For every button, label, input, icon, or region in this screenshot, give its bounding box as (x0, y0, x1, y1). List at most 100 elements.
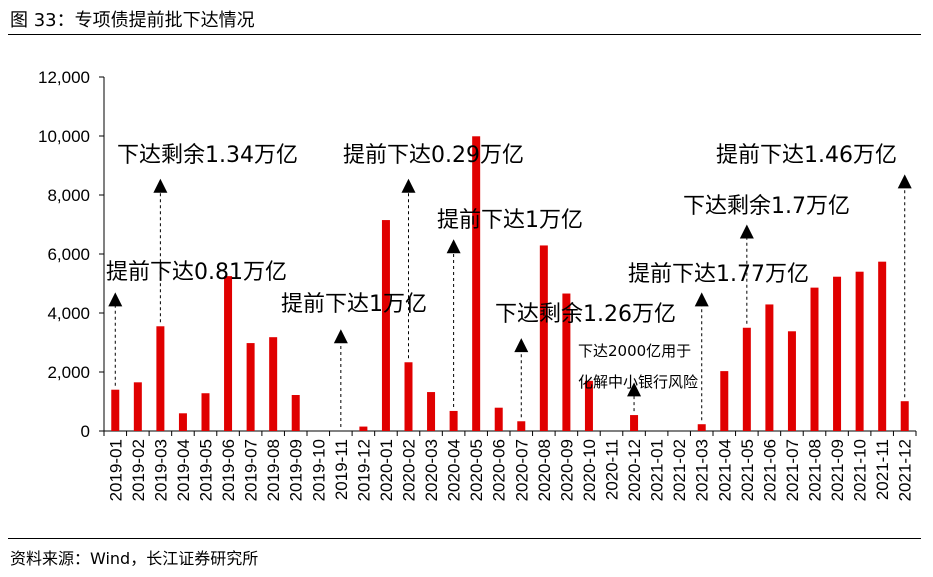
x-tick-label: 2021-08 (806, 439, 825, 501)
bar (427, 392, 436, 431)
x-tick-label: 2020-06 (490, 439, 509, 501)
x-tick-label: 2019-02 (129, 439, 148, 501)
x-tick-label: 2020-01 (377, 439, 396, 501)
annotation-arrowhead (333, 329, 348, 344)
bar (855, 271, 864, 431)
x-tick-label: 2021-03 (693, 439, 712, 501)
annotation-arrowhead (514, 338, 529, 353)
annotation-arrowhead (739, 224, 754, 239)
x-tick-label: 2019-07 (242, 439, 261, 501)
bar (630, 415, 639, 431)
x-tick-label: 2021-04 (715, 439, 734, 501)
bar (787, 331, 796, 431)
figure-title: 图 33：专项债提前批下达情况 (10, 10, 255, 31)
bar (156, 326, 165, 431)
bar (111, 389, 120, 431)
bar (742, 327, 751, 431)
x-tick-label: 2019-08 (264, 439, 283, 501)
annotation-label: 下达2000亿用于 (578, 342, 691, 360)
x-tick-label: 2020-07 (512, 439, 531, 501)
bar (878, 261, 887, 431)
y-tick-labels: 0 2,000 4,000 6,000 8,000 10,000 12,000 (38, 68, 90, 441)
annotation-label: 提前下达1.46万亿 (716, 143, 897, 168)
bar (449, 410, 458, 431)
x-tick-label: 2021-11 (873, 439, 892, 500)
annotation-arrowhead (627, 382, 642, 397)
annotation-arrowhead (401, 178, 416, 193)
bar (810, 287, 819, 431)
x-tick-label: 2021-12 (896, 439, 915, 501)
source-note: 资料来源：Wind，长江证券研究所 (10, 549, 259, 568)
x-tick-label: 2021-05 (738, 439, 757, 501)
annotation-label: 化解中小银行风险 (578, 373, 698, 391)
x-tick-label: 2020-02 (400, 439, 419, 501)
x-tick-label: 2021-09 (828, 439, 847, 501)
bar (494, 407, 503, 431)
chart-annotations: 提前下达0.81万亿下达剩余1.34万亿提前下达1万亿提前下达0.29万亿提前下… (106, 143, 912, 427)
bar (697, 424, 706, 431)
y-tick-label: 0 (81, 422, 90, 441)
bottom-rule (8, 538, 921, 539)
bar (269, 337, 278, 431)
y-tick-label: 10,000 (38, 127, 90, 146)
x-tick-label: 2019-09 (287, 439, 306, 501)
x-tick-label: 2020-08 (535, 439, 554, 501)
y-tick-label: 12,000 (38, 68, 90, 87)
bar (404, 362, 413, 431)
chart-bars (111, 136, 909, 432)
annotation-label: 下达剩余1.34万亿 (117, 143, 298, 168)
x-tick-label: 2020-03 (422, 439, 441, 501)
x-tick-label: 2019-04 (174, 439, 193, 501)
x-tick-label: 2020-05 (467, 439, 486, 501)
x-tick-label: 2019-06 (219, 439, 238, 501)
y-tick-label: 6,000 (47, 245, 90, 264)
x-tick-label: 2019-03 (151, 439, 170, 501)
bar (178, 413, 187, 431)
x-tick-label: 2019-11 (332, 439, 351, 500)
bar (133, 382, 142, 431)
annotation-label: 下达剩余1.26万亿 (495, 302, 676, 327)
x-tick-label: 2019-05 (197, 439, 216, 501)
bar (539, 245, 548, 431)
bar (584, 380, 593, 431)
x-tick-label: 2021-01 (648, 439, 667, 501)
annotation-label: 提前下达1万亿 (281, 292, 427, 317)
bar (720, 371, 729, 431)
bar (381, 220, 390, 431)
bar (291, 395, 300, 431)
x-tick-label: 2019-01 (106, 439, 125, 501)
annotation-arrowhead (153, 178, 168, 193)
bar (472, 136, 481, 432)
bar (359, 426, 368, 431)
x-tick-label: 2020-11 (603, 439, 622, 500)
bar (517, 421, 526, 431)
bar (562, 293, 571, 431)
y-tick-label: 8,000 (47, 186, 90, 205)
bar (765, 304, 774, 431)
annotation-arrowhead (897, 174, 912, 189)
annotation-label: 提前下达0.81万亿 (106, 260, 287, 285)
annotation-label: 提前下达1.77万亿 (628, 262, 809, 287)
annotation-label: 下达剩余1.7万亿 (683, 194, 850, 219)
x-tick-labels: 2019-01 2019-02 2019-03 2019-04 2019-05 2019-… (106, 439, 914, 501)
x-tick-label: 2021-02 (670, 439, 689, 501)
x-tick-label: 2020-10 (580, 439, 599, 501)
bar (201, 393, 210, 431)
x-tick-label: 2021-10 (851, 439, 870, 501)
annotation-arrowhead (694, 292, 709, 307)
x-tick-label: 2021-06 (760, 439, 779, 501)
bar (224, 276, 233, 431)
x-tick-label: 2019-12 (354, 439, 373, 501)
annotation-label: 提前下达1万亿 (437, 208, 583, 233)
bar (833, 276, 842, 431)
chart-axes (99, 76, 917, 436)
annotation-label: 提前下达0.29万亿 (343, 143, 524, 168)
y-tick-label: 2,000 (47, 363, 90, 382)
x-tick-label: 2021-07 (783, 439, 802, 501)
x-tick-label: 2020-04 (445, 439, 464, 501)
top-rule (8, 34, 921, 35)
x-tick-label: 2020-09 (557, 439, 576, 501)
bar (900, 401, 909, 431)
x-tick-label: 2020-12 (625, 439, 644, 501)
